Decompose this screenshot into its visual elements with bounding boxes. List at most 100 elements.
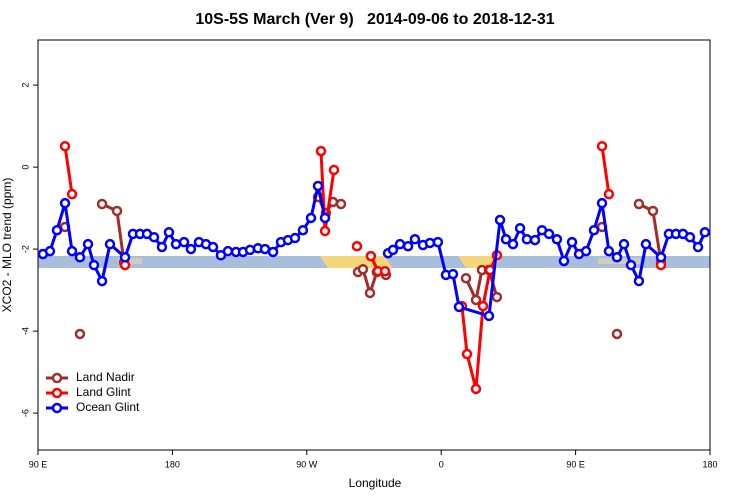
data-point	[551, 234, 563, 245]
data-point	[580, 245, 592, 257]
legend-marker	[51, 402, 63, 414]
data-point	[111, 205, 123, 217]
data-point	[185, 243, 197, 255]
data-point	[178, 236, 190, 248]
data-point	[82, 238, 94, 250]
data-point	[163, 227, 175, 238]
data-point	[655, 252, 667, 263]
data-point	[432, 236, 444, 248]
data-point	[494, 214, 506, 226]
data-point	[66, 245, 78, 257]
data-point	[96, 198, 108, 210]
data-point	[625, 259, 637, 271]
data-point	[156, 241, 168, 253]
data-point	[148, 231, 160, 243]
data-point	[543, 228, 555, 240]
data-point	[633, 275, 645, 287]
data-point	[365, 250, 377, 262]
y-tick-label: 0	[20, 165, 30, 170]
data-point	[59, 197, 71, 209]
plot-frame	[37, 39, 711, 451]
y-axis-label: XCO2 - MLO trend (ppm)	[0, 178, 14, 313]
data-point	[74, 252, 86, 263]
data-point	[305, 212, 317, 224]
data-point	[447, 268, 459, 280]
data-point	[603, 245, 615, 257]
data-point	[315, 145, 327, 157]
y-tick-label: 2	[20, 83, 30, 88]
data-point	[611, 328, 623, 340]
data-point	[96, 275, 108, 287]
data-point	[633, 198, 645, 210]
legend-label: Land Nadir	[76, 370, 135, 384]
data-point	[647, 205, 659, 217]
data-point	[319, 225, 331, 237]
data-point	[379, 265, 391, 277]
data-point	[259, 243, 271, 255]
data-point	[222, 245, 234, 257]
y-tick-label: -6	[20, 409, 30, 417]
data-point	[351, 240, 363, 252]
legend-label: Land Glint	[76, 385, 131, 399]
legend-marker	[51, 372, 63, 384]
data-point	[507, 238, 519, 250]
data-point	[500, 234, 512, 245]
x-tick-label: 180	[165, 459, 180, 469]
data-point	[402, 240, 414, 252]
data-point	[394, 238, 406, 250]
data-point	[297, 224, 309, 236]
data-point	[460, 272, 472, 284]
y-tick-label: -4	[20, 327, 30, 335]
data-point	[453, 301, 465, 313]
data-point	[684, 231, 696, 243]
data-point	[618, 238, 630, 250]
data-point	[207, 241, 219, 253]
x-tick-label: 0	[439, 459, 444, 469]
data-point	[640, 238, 652, 250]
data-point	[588, 224, 600, 236]
data-point	[483, 310, 495, 322]
data-point	[357, 263, 369, 275]
data-point	[328, 164, 340, 176]
data-point	[596, 140, 608, 152]
data-point	[477, 300, 489, 312]
data-point	[267, 246, 279, 258]
data-point	[558, 255, 570, 267]
x-tick-label: 90 E	[29, 459, 48, 469]
data-point	[603, 188, 615, 200]
x-tick-label: 90 W	[296, 459, 318, 469]
data-point	[74, 328, 86, 340]
y-tick-label: -2	[20, 245, 30, 253]
data-point	[470, 383, 482, 395]
data-point	[461, 348, 473, 360]
data-point	[566, 236, 578, 248]
data-point	[170, 238, 182, 250]
data-point	[44, 245, 56, 257]
data-point	[692, 241, 704, 253]
data-point	[312, 180, 324, 192]
data-point	[289, 232, 301, 244]
data-point	[529, 234, 541, 246]
data-point	[387, 244, 399, 256]
data-point	[364, 287, 376, 299]
data-point	[699, 227, 711, 238]
legend-marker	[51, 387, 63, 399]
data-point	[335, 198, 347, 210]
x-axis-label: Longitude	[349, 476, 402, 490]
x-tick-label: 180	[702, 459, 717, 469]
data-point	[470, 294, 482, 306]
x-tick-label: 90 E	[566, 459, 585, 469]
data-point	[319, 212, 331, 224]
data-point	[104, 238, 116, 250]
data-point	[514, 222, 526, 234]
data-point	[66, 188, 78, 200]
data-point	[119, 252, 131, 263]
data-point	[596, 197, 608, 209]
data-point	[88, 259, 100, 271]
data-point	[611, 252, 623, 263]
data-point	[409, 234, 421, 245]
legend-label: Ocean Glint	[76, 400, 140, 414]
data-point	[491, 291, 503, 303]
